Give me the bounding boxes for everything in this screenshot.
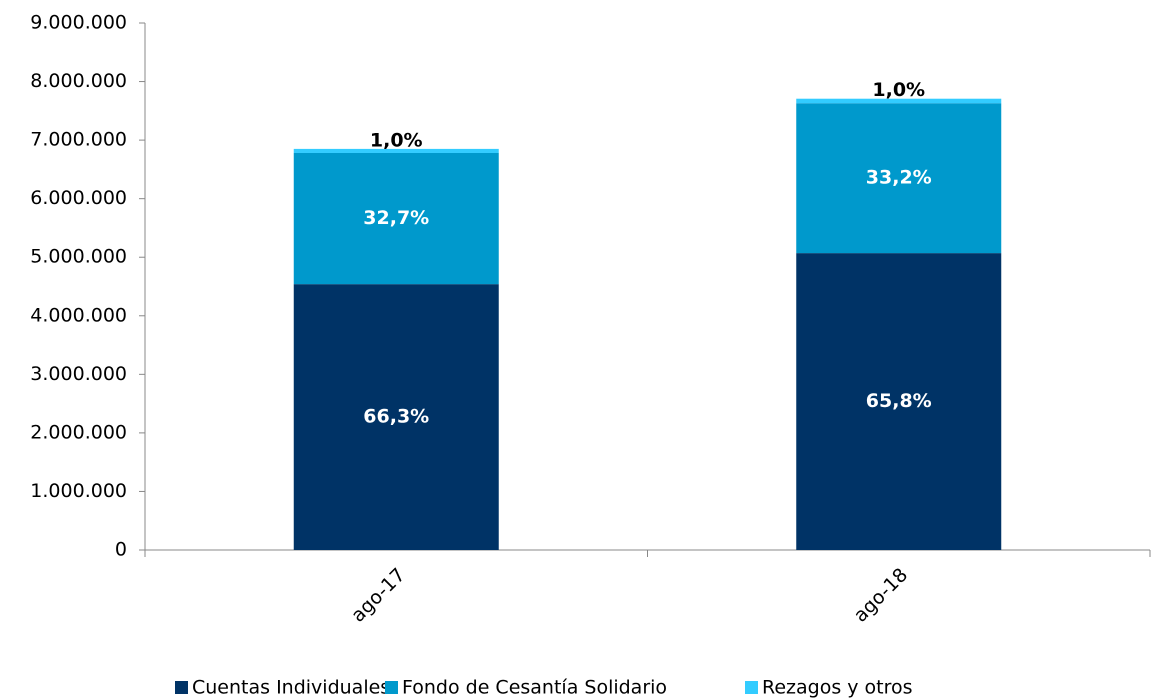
x-tick-label: ago-18: [849, 564, 912, 627]
y-tick-label: 1.000.000: [30, 480, 127, 502]
bar-segment: [796, 98, 1002, 104]
bar-segment: [293, 152, 499, 285]
y-tick-label: 7.000.000: [30, 129, 127, 151]
bar-segment: [796, 253, 1002, 550]
data-label: 1,0%: [872, 79, 925, 101]
data-label: 1,0%: [370, 129, 423, 151]
data-label: 33,2%: [866, 167, 932, 189]
data-label: 66,3%: [363, 406, 429, 428]
x-tick-label: ago-17: [347, 564, 410, 627]
y-tick-label: 0: [115, 539, 127, 561]
y-tick-label: 2.000.000: [30, 421, 127, 443]
legend-label: Cuentas Individuales: [192, 677, 390, 698]
bar-segment: [796, 103, 1002, 254]
data-label: 65,8%: [866, 390, 932, 412]
legend-label: Fondo de Cesantía Solidario: [402, 677, 667, 698]
y-tick-label: 9.000.000: [30, 12, 127, 34]
legend-label: Rezagos y otros: [762, 677, 913, 698]
y-tick-label: 8.000.000: [30, 70, 127, 92]
y-tick-label: 3.000.000: [30, 363, 127, 385]
legend-swatch: [745, 681, 758, 694]
y-tick-label: 5.000.000: [30, 246, 127, 268]
legend-swatch: [175, 681, 188, 694]
y-tick-label: 6.000.000: [30, 187, 127, 209]
data-label: 32,7%: [363, 207, 429, 229]
bar-segment: [293, 148, 499, 153]
legend-swatch: [385, 681, 398, 694]
bar-segment: [293, 284, 499, 550]
y-tick-label: 4.000.000: [30, 304, 127, 326]
